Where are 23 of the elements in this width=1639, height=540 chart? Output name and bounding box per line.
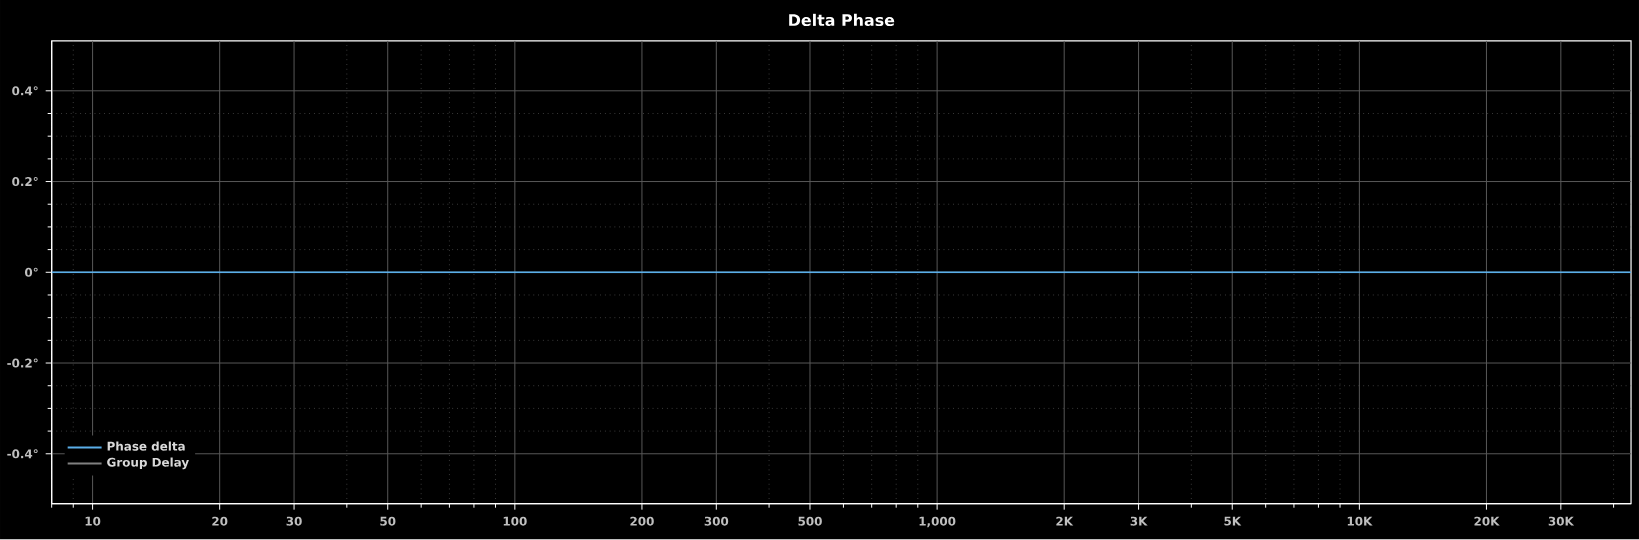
y-tick-label: 0° (24, 267, 38, 278)
legend-label: Phase delta (107, 441, 185, 451)
x-tick-label: 100 (503, 516, 527, 526)
y-tick-label: 0.2° (12, 177, 38, 187)
x-tick-label: 5K (1224, 516, 1242, 526)
x-tick-label: 300 (704, 516, 729, 526)
x-tick-label: 200 (630, 516, 654, 526)
x-tick-label: 1,000 (919, 516, 956, 528)
y-tick-label: -0.2° (7, 358, 38, 368)
y-tick-label: -0.4° (7, 449, 38, 459)
chart-title: Delta Phase (789, 14, 895, 27)
x-tick-label: 2K (1056, 516, 1074, 526)
x-tick-label: 20K (1474, 516, 1500, 526)
x-tick-label: 10 (85, 516, 101, 526)
legend-label: Group Delay (107, 457, 189, 470)
x-tick-label: 20 (212, 516, 228, 526)
x-tick-label: 3K (1130, 516, 1148, 526)
y-tick-label: 0.4° (12, 86, 38, 96)
x-tick-label: 500 (798, 516, 822, 526)
x-tick-label: 10K (1347, 516, 1373, 526)
x-tick-label: 30 (286, 516, 302, 526)
x-tick-label: 50 (380, 516, 396, 526)
x-tick-label: 30K (1548, 516, 1575, 526)
